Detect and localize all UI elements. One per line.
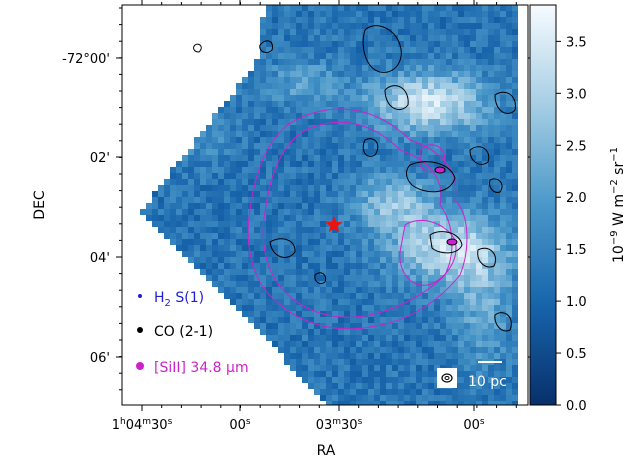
co-contour (362, 138, 379, 157)
colorbar-tick-label: 3.5 (566, 35, 587, 50)
co-contour (494, 312, 512, 332)
emission-map (140, 5, 518, 405)
colorbar-label: 10−9 W m−2 sr−1 (609, 147, 627, 263)
y-tick-label: 02' (90, 151, 110, 166)
y-axis-label: DEC (32, 190, 48, 220)
co-contour (406, 161, 456, 193)
legend-marker-h2 (138, 294, 142, 298)
co-contour (494, 91, 516, 114)
co-contour (489, 178, 503, 193)
colorbar (529, 4, 557, 406)
legend-marker-siii (136, 362, 144, 370)
y-tick-label: -72°00' (62, 52, 110, 67)
plot-frame (121, 4, 529, 406)
legend-label-co: CO (2-1) (154, 324, 213, 340)
x-tick-label: 1h04m30s (112, 417, 173, 433)
legend-label-siii: [SiII] 34.8 μm (154, 360, 249, 376)
x-tick-label: 00s (463, 417, 485, 433)
star-marker (325, 216, 343, 233)
colorbar-tick-label: 3.0 (566, 87, 587, 102)
co-contour (429, 231, 463, 254)
colorbar-tick-label: 0.5 (566, 347, 587, 362)
colorbar-tick-label: 2.0 (566, 191, 587, 206)
co-contour (477, 247, 496, 268)
siii-contour (262, 121, 453, 318)
legend-label-h2: H2 S(1) (154, 290, 204, 309)
scale-bar-label: 10 pc (468, 374, 507, 390)
co-contour (314, 272, 327, 285)
siii-contour (419, 144, 446, 173)
co-contour (269, 238, 296, 258)
siii-peak (434, 166, 446, 174)
x-tick-label: 03m30s (316, 417, 363, 433)
legend-marker-co (137, 327, 143, 333)
colorbar-tick-label: 2.5 (566, 139, 587, 154)
x-tick-label: 00s (229, 417, 251, 433)
contour-layer (193, 25, 516, 332)
y-tick-label: 04' (90, 251, 110, 266)
co-contour (193, 43, 202, 53)
x-axis-label: RA (317, 443, 336, 459)
colorbar-tick-label: 0.0 (566, 399, 587, 414)
beam-symbol (437, 368, 457, 388)
siii-contour (399, 219, 457, 286)
co-contour (469, 146, 490, 165)
legend: H2 S(1) CO (2-1) [SiII] 34.8 μm (136, 290, 249, 376)
siii-peak (446, 238, 458, 246)
co-contour (362, 25, 402, 73)
y-tick-label: 06' (90, 351, 110, 366)
colorbar-tick-label: 1.0 (566, 295, 587, 310)
co-contour (384, 85, 409, 110)
colorbar-ticks: 0.0 0.5 1.0 1.5 2.0 2.5 3.0 3.5 (556, 35, 587, 414)
colorbar-tick-label: 1.5 (566, 243, 587, 258)
co-contour (259, 40, 274, 53)
siii-contour (247, 108, 468, 330)
axes: 1h04m30s 00s 03m30s 00s -72°00' 02' 04' 06' (62, 0, 534, 433)
